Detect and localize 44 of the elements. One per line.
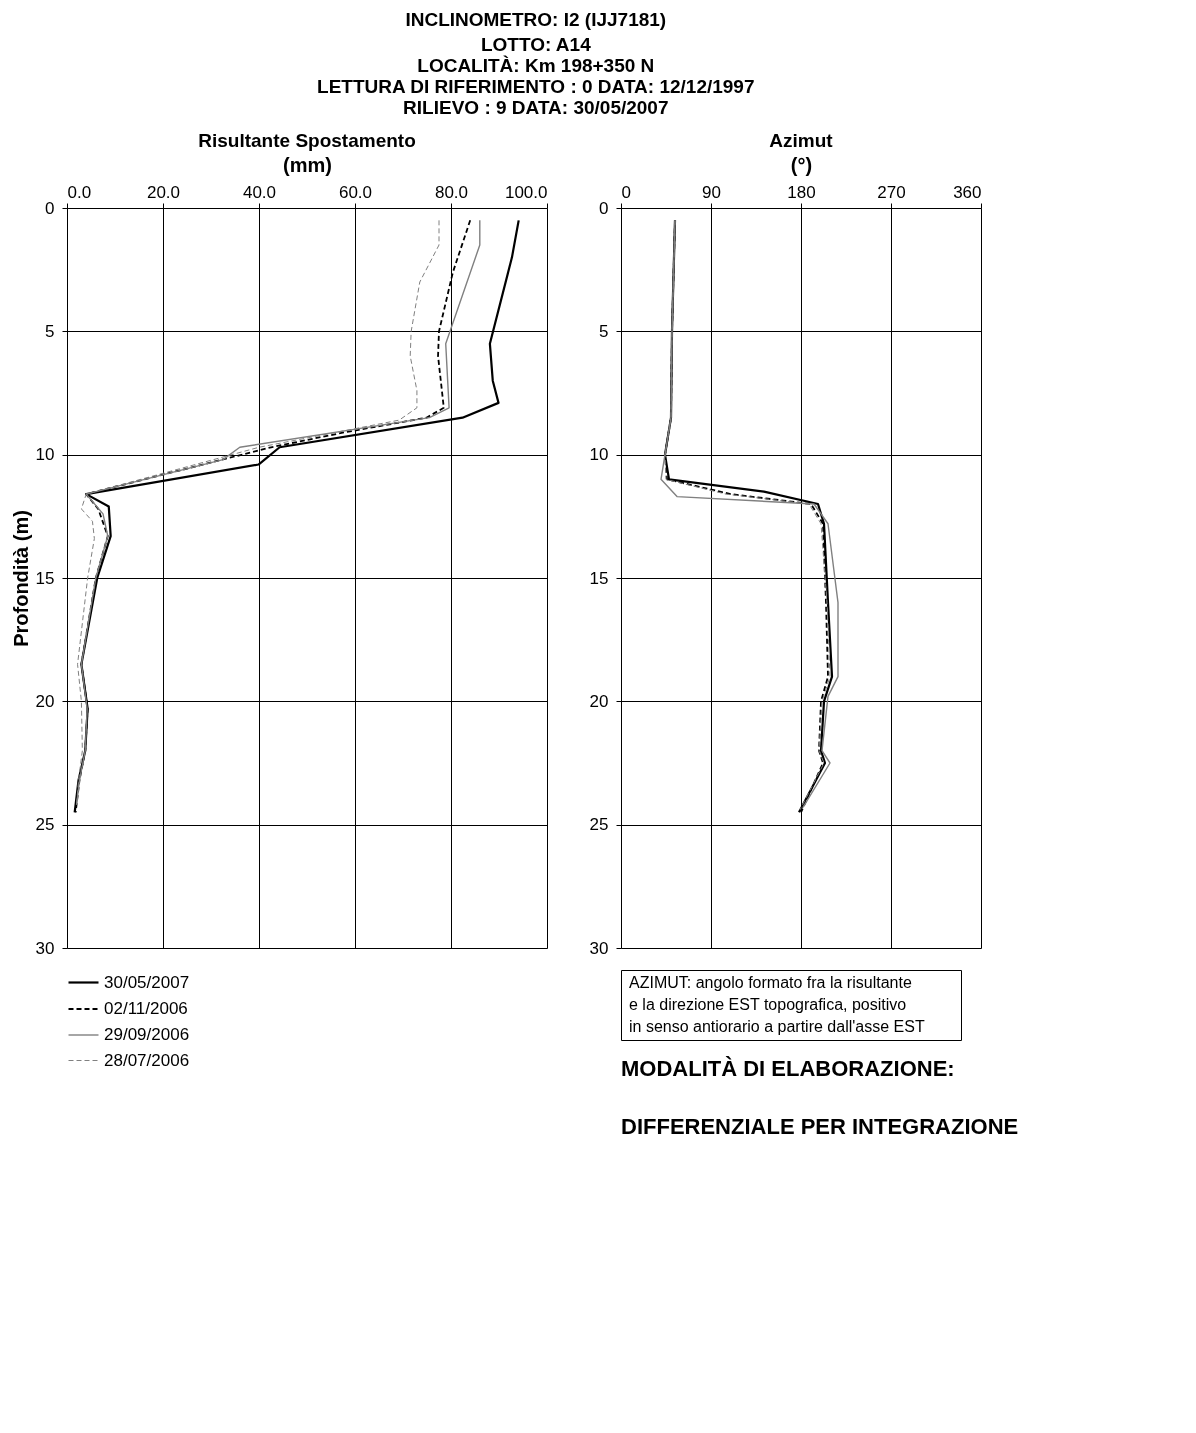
chart-title: Azimut [769, 130, 834, 151]
x-tick-label: 360 [953, 182, 982, 202]
y-tick-label: 0 [45, 198, 55, 218]
y-axis-title: Profondità (m) [9, 510, 32, 647]
chart-title: Risultante Spostamento [198, 130, 416, 151]
text: AZIMUT: angolo formato fra la risultante [629, 974, 912, 992]
y-tick-label: 25 [589, 815, 609, 835]
y-tick-label: 30 [589, 938, 609, 958]
y-tick-label: 10 [35, 445, 55, 465]
y-tick-label: 30 [35, 938, 55, 958]
x-tick-label: 20.0 [146, 182, 181, 202]
y-tick-label: 20 [589, 691, 609, 711]
y-tick-label: 15 [589, 568, 609, 588]
text: INCLINOMETRO: I2 (IJJ7181) [405, 8, 667, 30]
text: LOCALITÀ: Km 198+350 N [417, 54, 655, 76]
x-tick-label: 0 [621, 182, 631, 202]
text: MODALITÀ DI ELABORAZIONE: [621, 1055, 955, 1081]
text: LETTURA DI RIFERIMENTO : 0 DATA: 12/12/1997 [317, 75, 755, 97]
x-tick-label: 100.0 [504, 182, 548, 202]
y-tick-label: 15 [35, 568, 55, 588]
x-tick-label: 90 [702, 182, 721, 202]
x-axis-title: (°) [790, 153, 813, 176]
text: LOTTO: A14 [480, 33, 592, 55]
x-tick-label: 40.0 [242, 182, 277, 202]
legend-label: 02/11/2006 [104, 999, 188, 1018]
text: DIFFERENZIALE PER INTEGRAZIONE [621, 1114, 1019, 1140]
x-tick-label: 270 [877, 182, 906, 202]
y-tick-label: 20 [35, 691, 55, 711]
y-tick-label: 0 [599, 198, 609, 218]
text: RILIEVO : 9 DATA: 30/05/2007 [403, 96, 669, 118]
y-tick-label: 5 [45, 321, 55, 341]
legend-label: 28/07/2006 [104, 1050, 190, 1070]
y-tick-label: 25 [35, 815, 55, 835]
legend-label: 29/09/2006 [104, 1025, 190, 1044]
x-tick-label: 0.0 [67, 182, 92, 202]
x-tick-label: 60.0 [338, 182, 373, 202]
text: in senso antiorario a partire dall'asse EST [629, 1017, 925, 1035]
x-tick-label: 80.0 [434, 182, 469, 202]
text: e la direzione EST topografica, positivo [629, 996, 907, 1013]
y-tick-label: 10 [589, 445, 609, 465]
legend-label: 30/05/2007 [104, 972, 190, 992]
x-axis-title: (mm) [283, 153, 332, 176]
x-tick-label: 180 [787, 182, 816, 202]
y-tick-label: 5 [599, 321, 609, 341]
